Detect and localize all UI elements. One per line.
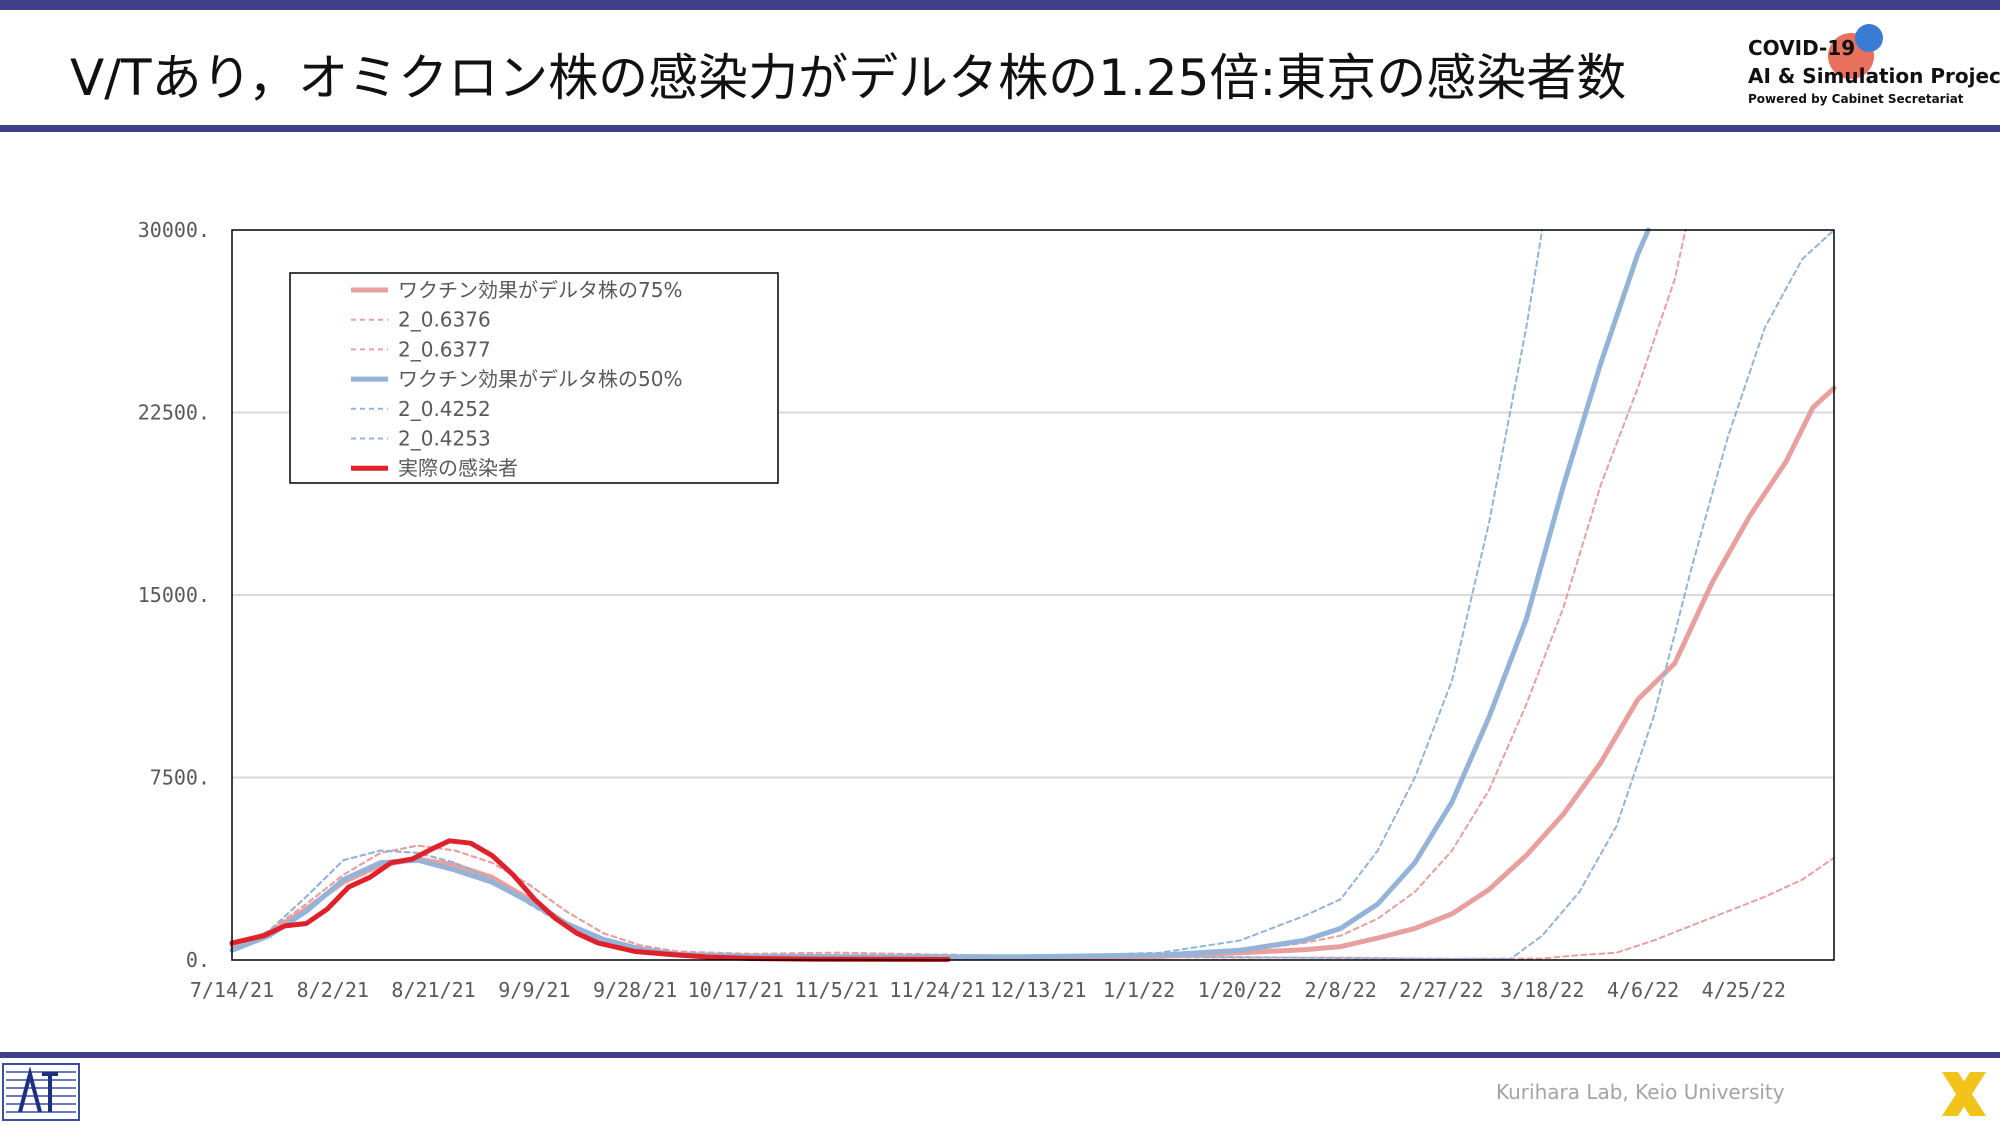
- x-tick-label: 10/17/21: [688, 978, 784, 1002]
- y-tick-label: 15000.: [138, 583, 210, 607]
- line-chart: 0. 7500. 15000. 22500. 30000. 7/14/21 8/2/21 8…: [138, 218, 1837, 1002]
- logo-line-3: Powered by Cabinet Secretariat: [1748, 92, 1964, 106]
- chart-series: [229, 227, 1837, 962]
- lab-logo-icon: [2, 1063, 80, 1121]
- chart-legend: ワクチン効果がデルタ株の75% 2_0.6376 2_0.6377 ワクチン効果がデル…: [289, 272, 779, 484]
- y-tick-label: 7500.: [150, 766, 210, 790]
- top-accent-bar: [0, 0, 2000, 10]
- x-tick-label: 4/25/22: [1702, 978, 1786, 1002]
- x-tick-label: 1/1/22: [1103, 978, 1175, 1002]
- x-tick-label: 2/27/22: [1399, 978, 1483, 1002]
- x-tick-label: 11/5/21: [795, 978, 879, 1002]
- legend-label: ワクチン効果がデルタ株の75%: [398, 278, 682, 302]
- header-divider: [0, 125, 2000, 132]
- x-tick-label: 2/8/22: [1305, 978, 1377, 1002]
- logo-line-1: COVID-19: [1748, 36, 1856, 60]
- chart-container: 0. 7500. 15000. 22500. 30000. 7/14/21 8/2/21 8…: [0, 150, 2000, 1030]
- y-tick-label: 0.: [186, 948, 210, 972]
- covid-ai-project-logo: COVID-19 AI & Simulation Project Powered…: [1745, 22, 2000, 117]
- x-axis-ticks: 7/14/21 8/2/21 8/21/21 9/9/21 9/28/21 10/17/2…: [190, 978, 1786, 1002]
- project-x-icon: [1942, 1072, 1986, 1116]
- x-tick-label: 3/18/22: [1500, 978, 1584, 1002]
- y-tick-label: 30000.: [138, 218, 210, 242]
- slide-title: V/Tあり，オミクロン株の感染力がデルタ株の1.25倍:東京の感染者数: [70, 49, 1627, 107]
- x-tick-label: 4/6/22: [1607, 978, 1679, 1002]
- x-tick-label: 8/21/21: [391, 978, 475, 1002]
- series-line-6: [229, 838, 951, 962]
- legend-label: ワクチン効果がデルタ株の50%: [398, 367, 682, 391]
- legend-label: 2_0.4252: [398, 397, 491, 421]
- logo-blue-circle-icon: [1855, 24, 1883, 52]
- x-tick-label: 7/14/21: [190, 978, 274, 1002]
- series-line-1: [231, 844, 1835, 960]
- logo-line-2: AI & Simulation Project: [1748, 64, 2000, 88]
- footer-divider: [0, 1052, 2000, 1058]
- x-tick-label: 1/20/22: [1198, 978, 1282, 1002]
- x-tick-label: 8/2/21: [297, 978, 369, 1002]
- legend-label: 2_0.4253: [398, 427, 491, 451]
- x-tick-label: 9/9/21: [498, 978, 570, 1002]
- y-axis-ticks: 0. 7500. 15000. 22500. 30000.: [138, 218, 210, 972]
- legend-label: 実際の感染者: [398, 456, 518, 480]
- y-tick-label: 22500.: [138, 401, 210, 425]
- plot-area-border: [231, 229, 1835, 961]
- footer-credit: Kurihara Lab, Keio University: [1496, 1080, 1785, 1104]
- x-tick-label: 9/28/21: [593, 978, 677, 1002]
- x-tick-label: 12/13/21: [990, 978, 1086, 1002]
- legend-label: 2_0.6376: [398, 308, 491, 332]
- x-tick-label: 11/24/21: [889, 978, 985, 1002]
- legend-label: 2_0.6377: [398, 337, 491, 361]
- series-line-5: [231, 229, 1835, 960]
